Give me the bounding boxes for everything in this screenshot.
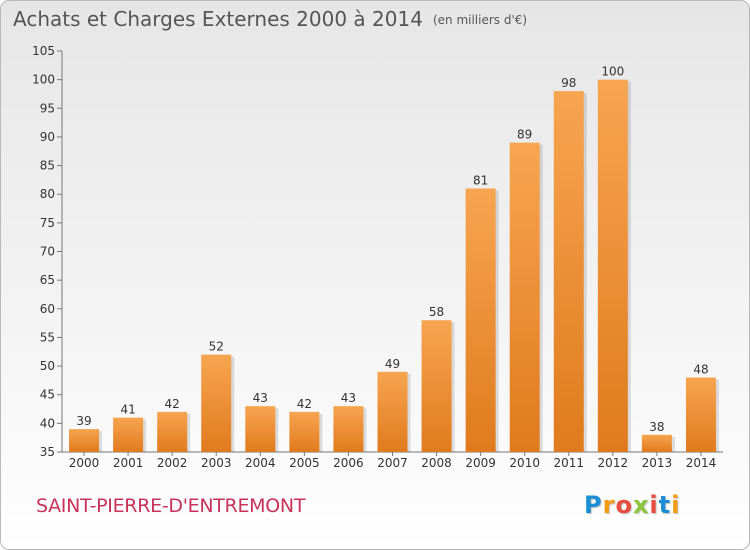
- logo-letter: i: [671, 491, 681, 519]
- bar: [553, 91, 584, 452]
- x-tick-label: 2005: [289, 456, 320, 470]
- x-tick-label: 2000: [69, 456, 100, 470]
- data-label: 100: [601, 65, 624, 79]
- y-tick-label: 85: [40, 159, 55, 173]
- data-label: 42: [165, 397, 180, 411]
- logo-letter: i: [649, 491, 659, 519]
- bar: [509, 142, 540, 452]
- x-tick-label: 2004: [245, 456, 276, 470]
- x-tick-label: 2003: [201, 456, 232, 470]
- bar: [69, 429, 100, 452]
- x-tick-label: 2011: [553, 456, 584, 470]
- bar: [641, 434, 672, 452]
- data-label: 42: [297, 397, 312, 411]
- data-label: 41: [120, 403, 135, 417]
- data-label: 43: [341, 391, 356, 405]
- bar: [597, 79, 628, 453]
- data-label: 48: [693, 363, 708, 377]
- logo-letter: o: [615, 491, 633, 519]
- bar: [421, 320, 452, 452]
- bar: [113, 417, 144, 452]
- x-tick-label: 2014: [686, 456, 717, 470]
- y-tick-label: 55: [40, 330, 55, 344]
- y-tick-label: 45: [40, 388, 55, 402]
- bar: [289, 411, 320, 452]
- y-tick-label: 75: [40, 216, 55, 230]
- x-tick-label: 2001: [113, 456, 144, 470]
- chart-unit: (en milliers d'€): [432, 13, 528, 27]
- bar: [333, 406, 364, 452]
- y-tick-label: 60: [40, 302, 55, 316]
- data-label: 81: [473, 173, 488, 187]
- bar: [465, 188, 496, 452]
- data-label: 98: [561, 76, 576, 90]
- y-tick-label: 65: [40, 273, 55, 287]
- y-tick-label: 105: [32, 44, 55, 58]
- bar: [201, 354, 232, 452]
- logo-letter: r: [602, 491, 616, 519]
- bar: [245, 406, 276, 452]
- data-label: 38: [649, 420, 664, 434]
- x-tick-label: 2007: [377, 456, 408, 470]
- y-tick-label: 35: [40, 445, 55, 459]
- chart-bars: [69, 79, 719, 453]
- data-label: 49: [385, 357, 400, 371]
- data-label: 58: [429, 305, 444, 319]
- x-tick-label: 2010: [509, 456, 540, 470]
- y-tick-label: 100: [32, 73, 55, 87]
- x-tick-label: 2009: [465, 456, 496, 470]
- y-tick-label: 90: [40, 130, 55, 144]
- logo-letter: t: [658, 491, 672, 519]
- chart-axes: 35 40 45 50 55 60 65 70 75 80 85 90 95 100 105 2000 2001…: [32, 44, 723, 470]
- y-tick-label: 80: [40, 187, 55, 201]
- proxiti-logo: Proxiti: [584, 491, 680, 521]
- bar: [157, 411, 188, 452]
- y-tick-label: 40: [40, 416, 55, 430]
- y-tick-label: 95: [40, 101, 55, 115]
- chart-data-labels: 39 41 42 52 43 42 43 49 58 81 89 98 100 38 48: [76, 65, 708, 434]
- logo-letter: x: [632, 491, 650, 519]
- chart-title: Achats et Charges Externes 2000 à 2014 (e…: [13, 7, 527, 31]
- bar: [685, 377, 716, 452]
- x-tick-label: 2008: [421, 456, 452, 470]
- x-tick-label: 2013: [642, 456, 673, 470]
- y-tick-label: 70: [40, 245, 55, 259]
- chart-title-text: Achats et Charges Externes 2000 à 2014: [13, 7, 423, 31]
- x-tick-label: 2012: [598, 456, 629, 470]
- data-label: 39: [76, 414, 91, 428]
- data-label: 52: [209, 340, 224, 354]
- x-tick-label: 2006: [333, 456, 364, 470]
- x-tick-label: 2002: [157, 456, 188, 470]
- logo-letter: P: [584, 491, 603, 519]
- data-label: 43: [253, 391, 268, 405]
- commune-name: SAINT-PIERRE-D'ENTREMONT: [36, 495, 306, 517]
- data-label: 89: [517, 128, 532, 142]
- bar: [377, 371, 408, 452]
- y-tick-label: 50: [40, 359, 55, 373]
